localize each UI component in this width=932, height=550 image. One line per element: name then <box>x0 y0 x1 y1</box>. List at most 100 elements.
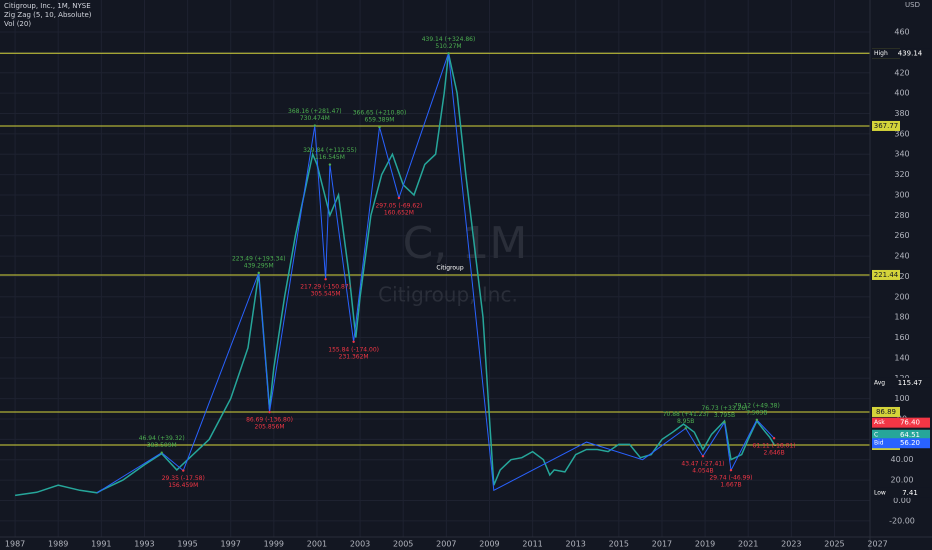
pivot-label: 70.88 (+41.23) <box>663 411 709 418</box>
pivot-point <box>257 271 260 275</box>
pivot-label: 659.389M <box>365 117 395 124</box>
y-tick-label: 200 <box>894 292 909 301</box>
pivot-point <box>160 451 163 454</box>
pivot-label: 156.459M <box>168 482 198 489</box>
y-tick-label: 280 <box>894 211 909 220</box>
pivot-point <box>378 125 381 129</box>
pivot-point <box>268 410 271 414</box>
pivot-label: 61.11 (-18.01) <box>753 443 796 450</box>
x-tick-label: 1987 <box>5 540 25 549</box>
pivot-label: 8.95B <box>677 418 694 425</box>
level-tag <box>872 120 900 131</box>
x-tick-label: 2023 <box>781 540 801 549</box>
chart-title: Citigroup, Inc., 1M, NYSE <box>4 2 91 10</box>
pivot-point <box>324 277 327 281</box>
x-tick-label: 2019 <box>695 540 715 549</box>
x-tick-label: 2009 <box>479 540 499 549</box>
pivot-point <box>328 163 332 166</box>
x-tick-label: 2001 <box>307 540 327 549</box>
pivot-label: 2.646B <box>763 450 784 457</box>
y-tick-label: 140 <box>894 353 909 362</box>
price-tag-label: 56.20 <box>900 439 920 447</box>
y-tick-label: 420 <box>894 68 909 77</box>
x-tick-label: 2021 <box>738 540 758 549</box>
pivot-label: 368.16 (+281.47) <box>288 108 342 115</box>
pivot-label: 223.49 (+193.34) <box>232 255 286 262</box>
logo: Citigroup <box>436 265 463 272</box>
pivot-point <box>701 454 705 458</box>
pivot-point <box>755 418 759 422</box>
price-tag-label: 64.51 <box>900 431 920 439</box>
y-tick-label: 460 <box>894 28 909 37</box>
watermark-name: Citigroup, Inc. <box>378 283 518 307</box>
pivot-label: 439.14 (+324.86) <box>422 36 476 43</box>
pivot-point <box>723 421 726 424</box>
level-label: 86.89 <box>876 408 896 416</box>
pivot-label: 510.27M <box>435 43 461 50</box>
x-tick-label: 1991 <box>91 540 111 549</box>
pivot-label: 7.503B <box>746 409 767 416</box>
y-tick-label: 300 <box>894 190 909 199</box>
price-tag-name: C <box>874 431 878 438</box>
indicator-label: Vol (20) <box>4 20 31 28</box>
pivot-label: 305.545M <box>311 291 341 298</box>
x-tick-label: 2027 <box>867 540 887 549</box>
pivot-label: 1.667B <box>720 482 741 489</box>
x-tick-label: 2007 <box>436 540 456 549</box>
price-tag-name: Ask <box>874 419 885 426</box>
x-tick-label: 1999 <box>264 540 284 549</box>
axes: -20.000.0020.0040.0060801001201401601802… <box>5 28 930 549</box>
pivot-label: 46.94 (+39.32) <box>139 435 185 442</box>
pivot-point <box>182 469 185 472</box>
pivot-point <box>352 340 355 343</box>
level-label: 367.77 <box>874 122 899 130</box>
pivot-label: 76.73 (+33.26) <box>702 405 748 412</box>
pivot-label: 730.474M <box>300 115 330 122</box>
price-tag <box>872 429 930 440</box>
pivot-label: 4.054B <box>692 468 713 475</box>
price-tag <box>872 438 930 449</box>
price-tag-name: Low <box>874 489 886 496</box>
price-tag-label: 115.47 <box>898 379 923 387</box>
x-tick-label: 2017 <box>652 540 672 549</box>
price-tag-label: 7.41 <box>902 489 918 497</box>
watermark-symbol: C, 1M <box>403 218 528 269</box>
y-tick-label: 0.00 <box>893 496 911 505</box>
series-line <box>14 53 775 497</box>
pivot-label: 116.545M <box>315 154 345 161</box>
y-tick-label: 220 <box>894 272 909 281</box>
level-tag <box>872 406 900 417</box>
y-tick-label: 160 <box>894 333 909 342</box>
pivot-point <box>772 437 776 440</box>
pivot-label: 29.74 (-46.99) <box>709 475 752 482</box>
price-tag <box>872 487 930 498</box>
pivot-point <box>729 468 733 472</box>
price-tag-label: 76.40 <box>900 419 920 427</box>
price-tag-name: Avg <box>874 379 885 386</box>
y-tick-label: 20.00 <box>891 476 914 485</box>
pivot-label: 439.295M <box>244 262 274 269</box>
y-tick-label: 360 <box>894 129 909 138</box>
x-tick-label: 1993 <box>134 540 154 549</box>
y-tick-label: 260 <box>894 231 909 240</box>
price-tag-name: High <box>874 50 888 57</box>
y-tick-label: 380 <box>894 109 909 118</box>
pivot-label: 231.362M <box>339 353 369 360</box>
pivot-point <box>397 196 401 200</box>
y-tick-label: 400 <box>894 89 909 98</box>
level-tag <box>872 269 900 280</box>
x-tick-label: 2005 <box>393 540 413 549</box>
price-tag-name: Bid <box>874 440 884 447</box>
x-tick-label: 2003 <box>350 540 370 549</box>
pivot-label: 160.652M <box>384 209 414 216</box>
x-tick-label: 2025 <box>824 540 844 549</box>
indicator-label: Zig Zag (5, 10, Absolute) <box>4 11 92 19</box>
y-tick-label: 320 <box>894 170 909 179</box>
pivot-label: 86.69 (-136.80) <box>246 417 293 424</box>
x-tick-label: 2015 <box>609 540 629 549</box>
pivot-label: 29.35 (-17.58) <box>162 475 205 482</box>
price-tag-label: 439.14 <box>898 49 923 57</box>
x-tick-label: 2011 <box>522 540 542 549</box>
x-tick-label: 1997 <box>221 540 241 549</box>
